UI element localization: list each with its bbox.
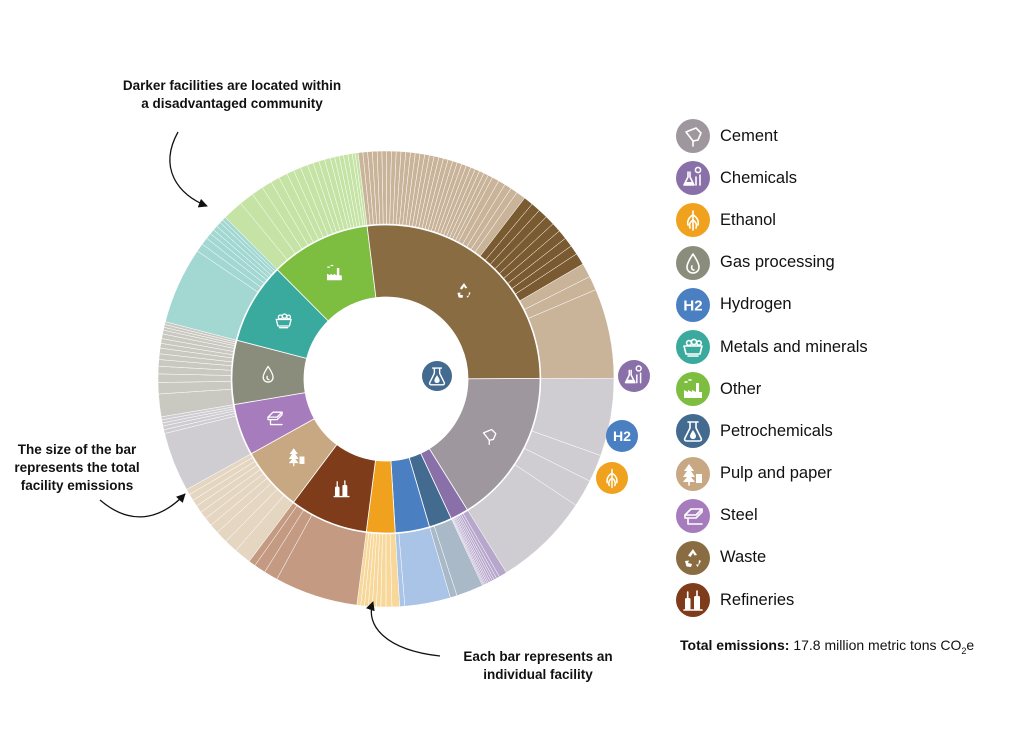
legend-label: Other bbox=[720, 379, 762, 398]
legend-item-petrochemicals: Petrochemicals bbox=[676, 410, 1016, 452]
legend-label: Hydrogen bbox=[720, 295, 792, 314]
annotation-arrow-darker bbox=[169, 131, 208, 208]
svg-text:H2: H2 bbox=[613, 428, 631, 444]
external-icons: H2 bbox=[422, 360, 650, 494]
other-icon bbox=[676, 372, 710, 407]
legend-label: Waste bbox=[720, 548, 767, 567]
chemicals-icon bbox=[676, 161, 710, 196]
legend-item-pulp-and-paper: Pulp and paper bbox=[676, 453, 1016, 495]
legend-label: Petrochemicals bbox=[720, 421, 833, 440]
pulp-paper-icon bbox=[676, 456, 710, 491]
legend-item-gas-processing: Gas processing bbox=[676, 242, 1016, 284]
ethanol-icon bbox=[596, 462, 628, 494]
annotation-arrow-size bbox=[99, 493, 186, 518]
waste-icon bbox=[676, 540, 710, 575]
legend-item-refineries: Refineries bbox=[676, 579, 1016, 621]
legend-label: Refineries bbox=[720, 590, 795, 609]
pulp-paper-icon bbox=[283, 442, 312, 471]
legend-item-waste: Waste bbox=[676, 537, 1016, 579]
total-emissions-label: Total emissions: bbox=[680, 637, 790, 653]
cement-icon bbox=[475, 422, 504, 451]
legend-label: Cement bbox=[720, 126, 778, 145]
legend: Cement Chemicals Ethanol Gas processing H2 Hy… bbox=[676, 115, 1016, 621]
total-emissions-value: 17.8 million metric tons CO bbox=[793, 637, 962, 653]
hydrogen-icon: H2 bbox=[606, 420, 638, 452]
gas-processing-icon bbox=[676, 245, 710, 280]
metals-minerals-icon bbox=[269, 306, 298, 335]
legend-item-chemicals: Chemicals bbox=[676, 157, 1016, 199]
cement-icon bbox=[676, 119, 710, 154]
legend-item-cement: Cement bbox=[676, 115, 1016, 157]
legend-item-steel: Steel bbox=[676, 495, 1016, 537]
legend-label: Ethanol bbox=[720, 210, 776, 229]
total-emissions-suffix: e bbox=[966, 637, 975, 653]
legend-label: Chemicals bbox=[720, 168, 798, 187]
petrochemicals-icon bbox=[422, 361, 452, 391]
total-emissions: Total emissions: 17.8 million metric ton… bbox=[680, 637, 974, 656]
hydrogen-icon: H2 bbox=[676, 287, 710, 322]
sector-waste bbox=[366, 224, 541, 380]
legend-item-ethanol: Ethanol bbox=[676, 199, 1016, 241]
gas-processing-icon bbox=[254, 359, 283, 388]
ethanol-icon bbox=[676, 203, 710, 238]
facility-bars bbox=[157, 150, 615, 608]
metals-minerals-icon bbox=[676, 330, 710, 365]
waste-icon bbox=[450, 276, 479, 305]
other-icon bbox=[320, 258, 349, 287]
legend-label: Pulp and paper bbox=[720, 464, 832, 483]
legend-label: Gas processing bbox=[720, 253, 835, 272]
legend-item-hydrogen: H2 Hydrogen bbox=[676, 284, 1016, 326]
legend-label: Steel bbox=[720, 506, 758, 525]
facility-bar-waste bbox=[528, 289, 615, 379]
legend-item-metals-and-minerals: Metals and minerals bbox=[676, 326, 1016, 368]
refineries-icon bbox=[327, 474, 356, 503]
annotation-bar-size: The size of the bar represents the total… bbox=[14, 442, 140, 493]
annotation-darker: Darker facilities are located within a d… bbox=[122, 78, 342, 111]
chemicals-icon bbox=[618, 360, 650, 392]
sector-icons bbox=[254, 258, 504, 503]
petrochemicals-icon bbox=[676, 414, 710, 449]
annotation-arrow-each bbox=[366, 601, 441, 657]
legend-label: Metals and minerals bbox=[720, 337, 868, 356]
legend-item-other: Other bbox=[676, 368, 1016, 410]
steel-icon bbox=[676, 498, 710, 533]
total-emissions-subscript: 2 bbox=[961, 645, 967, 656]
annotation-each-bar: Each bar represents an individual facili… bbox=[463, 649, 613, 682]
svg-text:H2: H2 bbox=[683, 297, 702, 314]
refineries-icon bbox=[676, 583, 710, 618]
steel-icon bbox=[260, 403, 289, 432]
